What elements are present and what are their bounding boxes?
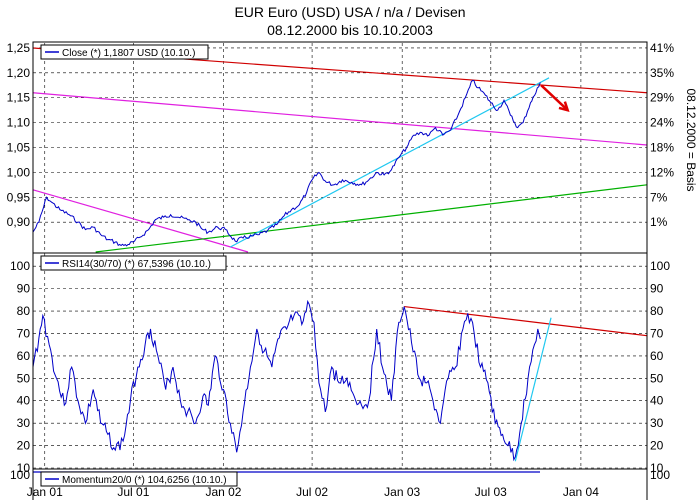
rsi-right-tick-label: 70	[650, 326, 664, 340]
right-axis-label: 08.12.2000 = Basis	[684, 88, 698, 191]
x-tick-label: Jul 03	[475, 485, 507, 499]
x-tick-label: Jul 01	[117, 485, 149, 499]
x-tick-label: Jul 02	[296, 485, 328, 499]
chart-title: EUR Euro (USD) USA / n/a / Devisen	[234, 4, 465, 20]
x-tick-label: Jan 04	[563, 485, 599, 499]
chart-subtitle: 08.12.2000 bis 10.10.2003	[267, 22, 433, 38]
x-tick-label: Jan 01	[27, 485, 63, 499]
price-y-tick-label: 1,00	[7, 165, 31, 179]
price-y-tick-label: 1,15	[7, 91, 31, 105]
rsi-y-tick-label: 40	[17, 394, 31, 408]
price-trendline	[95, 184, 648, 253]
chart-frame	[32, 41, 648, 500]
rsi-y-tick-label: 60	[17, 349, 31, 363]
rsi-trendline	[404, 305, 648, 337]
rsi-y-tick-label: 20	[17, 439, 31, 453]
price-y-tick-label: 0,90	[7, 215, 31, 229]
price-y-tick-label: 1,20	[7, 66, 31, 80]
price-y-tick-label: 0,95	[7, 190, 31, 204]
rsi-legend-box	[40, 255, 227, 271]
price-right-tick-label: 29%	[650, 91, 674, 105]
price-right-tick-label: 35%	[650, 66, 674, 80]
momentum-legend-label: Momentum20/0 (*) 104,6256 (10.10.)	[62, 475, 227, 486]
rsi-right-tick-label: 60	[650, 349, 664, 363]
rsi-right-tick-label: 30	[650, 416, 664, 430]
rsi-right-tick-label: 20	[650, 439, 664, 453]
price-trendline	[32, 92, 648, 146]
price-series-line	[32, 79, 541, 247]
rsi-legend-label: RSI14(30/70) (*) 67,5396 (10.10.)	[62, 259, 211, 270]
rsi-right-tick-label: 50	[650, 371, 664, 385]
x-tick-label: Jan 03	[384, 485, 420, 499]
rsi-y-tick-label: 90	[17, 282, 31, 296]
rsi-y-tick-label: 30	[17, 416, 31, 430]
axis-ticks: Jan 01 Jul 01 Jan 02 Jul 02 Jan 03 Jul 03 Jan …	[7, 41, 675, 499]
rsi-legend: RSI14(30/70) (*) 67,5396 (10.10.)	[40, 255, 227, 271]
price-right-tick-label: 24%	[650, 116, 674, 130]
rsi-right-tick-label: 40	[650, 394, 664, 408]
price-right-tick-label: 12%	[650, 165, 674, 179]
price-right-tick-label: 41%	[650, 41, 674, 55]
price-legend-label: Close (*) 1,1807 USD (10.10.)	[62, 48, 195, 59]
series-lines	[32, 79, 541, 473]
forecast-arrow	[540, 84, 569, 112]
rsi-right-tick-label: 80	[650, 304, 664, 318]
forecast-arrow-head	[558, 101, 570, 112]
rsi-trendline	[514, 317, 552, 462]
rsi-y-tick-label: 100	[10, 259, 30, 273]
trendlines	[32, 47, 648, 462]
x-tick-label: Jan 02	[205, 485, 241, 499]
momentum-legend: Momentum20/0 (*) 104,6256 (10.10.)	[40, 471, 238, 487]
rsi-right-tick-label: 90	[650, 282, 664, 296]
rsi-y-tick-label: 70	[17, 326, 31, 340]
momentum-y-tick-label: 100	[10, 468, 30, 482]
price-y-tick-label: 1,05	[7, 141, 31, 155]
rsi-right-tick-label: 100	[650, 259, 670, 273]
price-trendline	[32, 189, 249, 253]
price-trendline	[230, 77, 550, 248]
rsi-right-tick-label: 10	[650, 461, 664, 475]
price-y-tick-label: 1,10	[7, 116, 31, 130]
rsi-y-tick-label: 10	[17, 461, 31, 475]
price-legend: Close (*) 1,1807 USD (10.10.)	[40, 44, 209, 60]
rsi-y-tick-label: 50	[17, 371, 31, 385]
rsi-series-line	[32, 299, 541, 462]
price-right-tick-label: 7%	[650, 190, 668, 204]
price-right-tick-label: 1%	[650, 215, 668, 229]
momentum-legend-box	[40, 471, 238, 487]
price-right-tick-label: 18%	[650, 141, 674, 155]
price-y-tick-label: 1,25	[7, 41, 31, 55]
price-legend-box	[40, 44, 209, 60]
momentum-y-tick-label: 100	[650, 468, 670, 482]
rsi-y-tick-label: 80	[17, 304, 31, 318]
